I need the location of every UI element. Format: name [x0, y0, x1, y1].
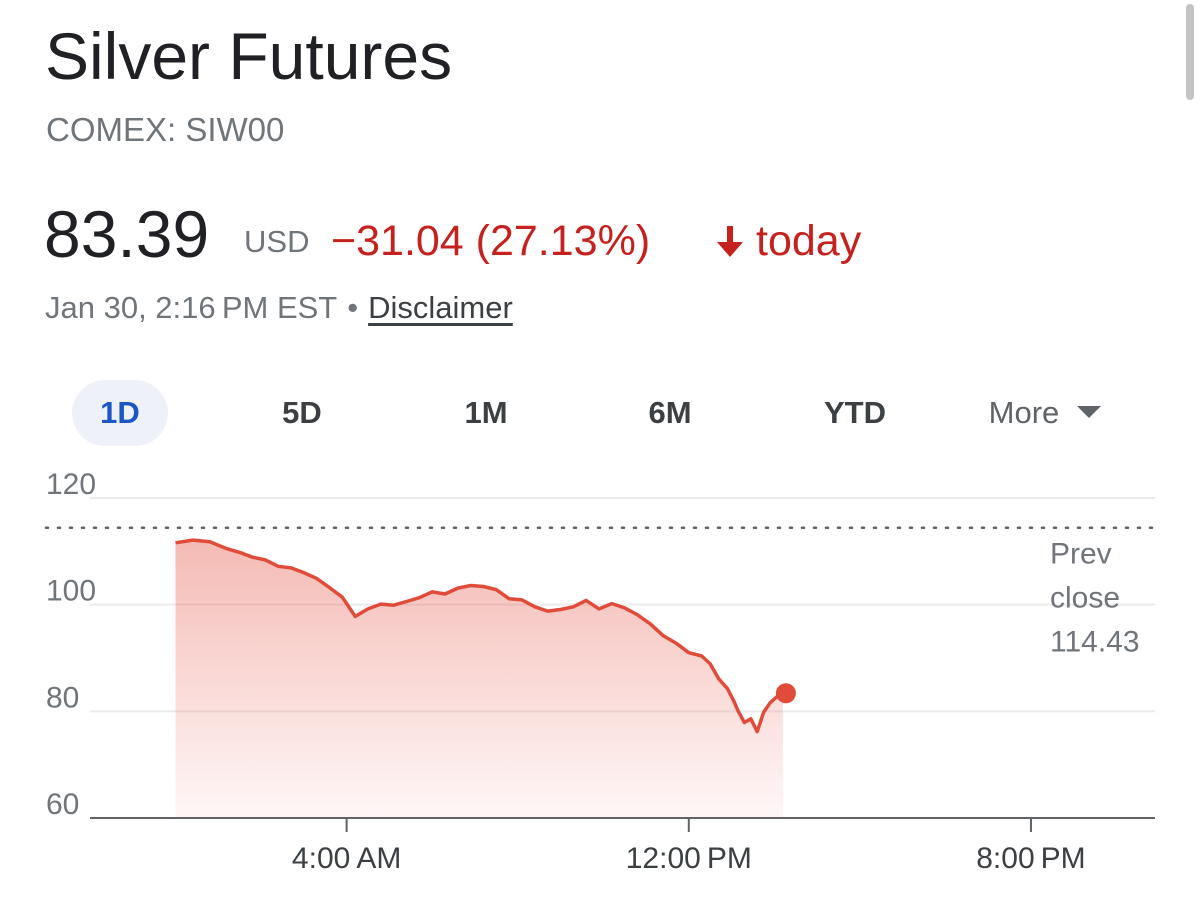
tab-6m[interactable]: 6M [648, 395, 692, 430]
tab-5d[interactable]: 5D [282, 395, 322, 430]
ticker-symbol: COMEX: SIW00 [46, 111, 285, 148]
series-area [175, 540, 783, 818]
last-price-dot [775, 683, 796, 704]
x-tick-label-0: 4:00 AM [292, 842, 401, 875]
x-tick-label-1: 12:00 PM [626, 842, 752, 875]
arrow-down-icon [717, 226, 743, 257]
price-chart[interactable]: 120 100 80 60 4:00 AM 12:00 PM 8:00 PM Prev clos… [0, 470, 1200, 910]
page-title: Silver Futures [45, 19, 453, 93]
y-tick-label-80: 80 [46, 681, 79, 714]
page-scrollbar[interactable] [1186, 4, 1194, 100]
price-change: −31.04 (27.13%) [331, 217, 651, 265]
x-tick-label-2: 8:00 PM [976, 842, 1085, 875]
disclaimer-link[interactable]: Disclaimer [368, 290, 513, 325]
y-tick-label-60: 60 [46, 788, 79, 821]
prev-close-label-0: Prev [1050, 538, 1112, 571]
current-price: 83.39 [44, 197, 210, 271]
tab-1m[interactable]: 1M [464, 395, 508, 430]
currency-label: USD [244, 224, 310, 259]
quote-timestamp: Jan 30, 2:16 PM EST [45, 290, 338, 325]
tab-1d[interactable]: 1D [72, 380, 168, 446]
tab-ytd[interactable]: YTD [824, 395, 886, 430]
prev-close-label-2: 114.43 [1050, 626, 1140, 659]
change-period: today [756, 217, 862, 265]
quote-meta: Jan 30, 2:16 PM EST • Disclaimer [45, 288, 513, 328]
series-line [175, 538, 784, 734]
y-tick-label-120: 120 [46, 470, 96, 501]
y-tick-label-100: 100 [46, 575, 96, 608]
time-range-tabs: 1D 5D 1M 6M YTD More [0, 380, 1200, 450]
separator-dot: • [347, 290, 359, 325]
prev-close-label-1: close [1050, 582, 1120, 615]
more-label: More [988, 395, 1060, 430]
tab-more[interactable]: More [960, 380, 1130, 446]
caret-down-icon [1077, 405, 1102, 418]
